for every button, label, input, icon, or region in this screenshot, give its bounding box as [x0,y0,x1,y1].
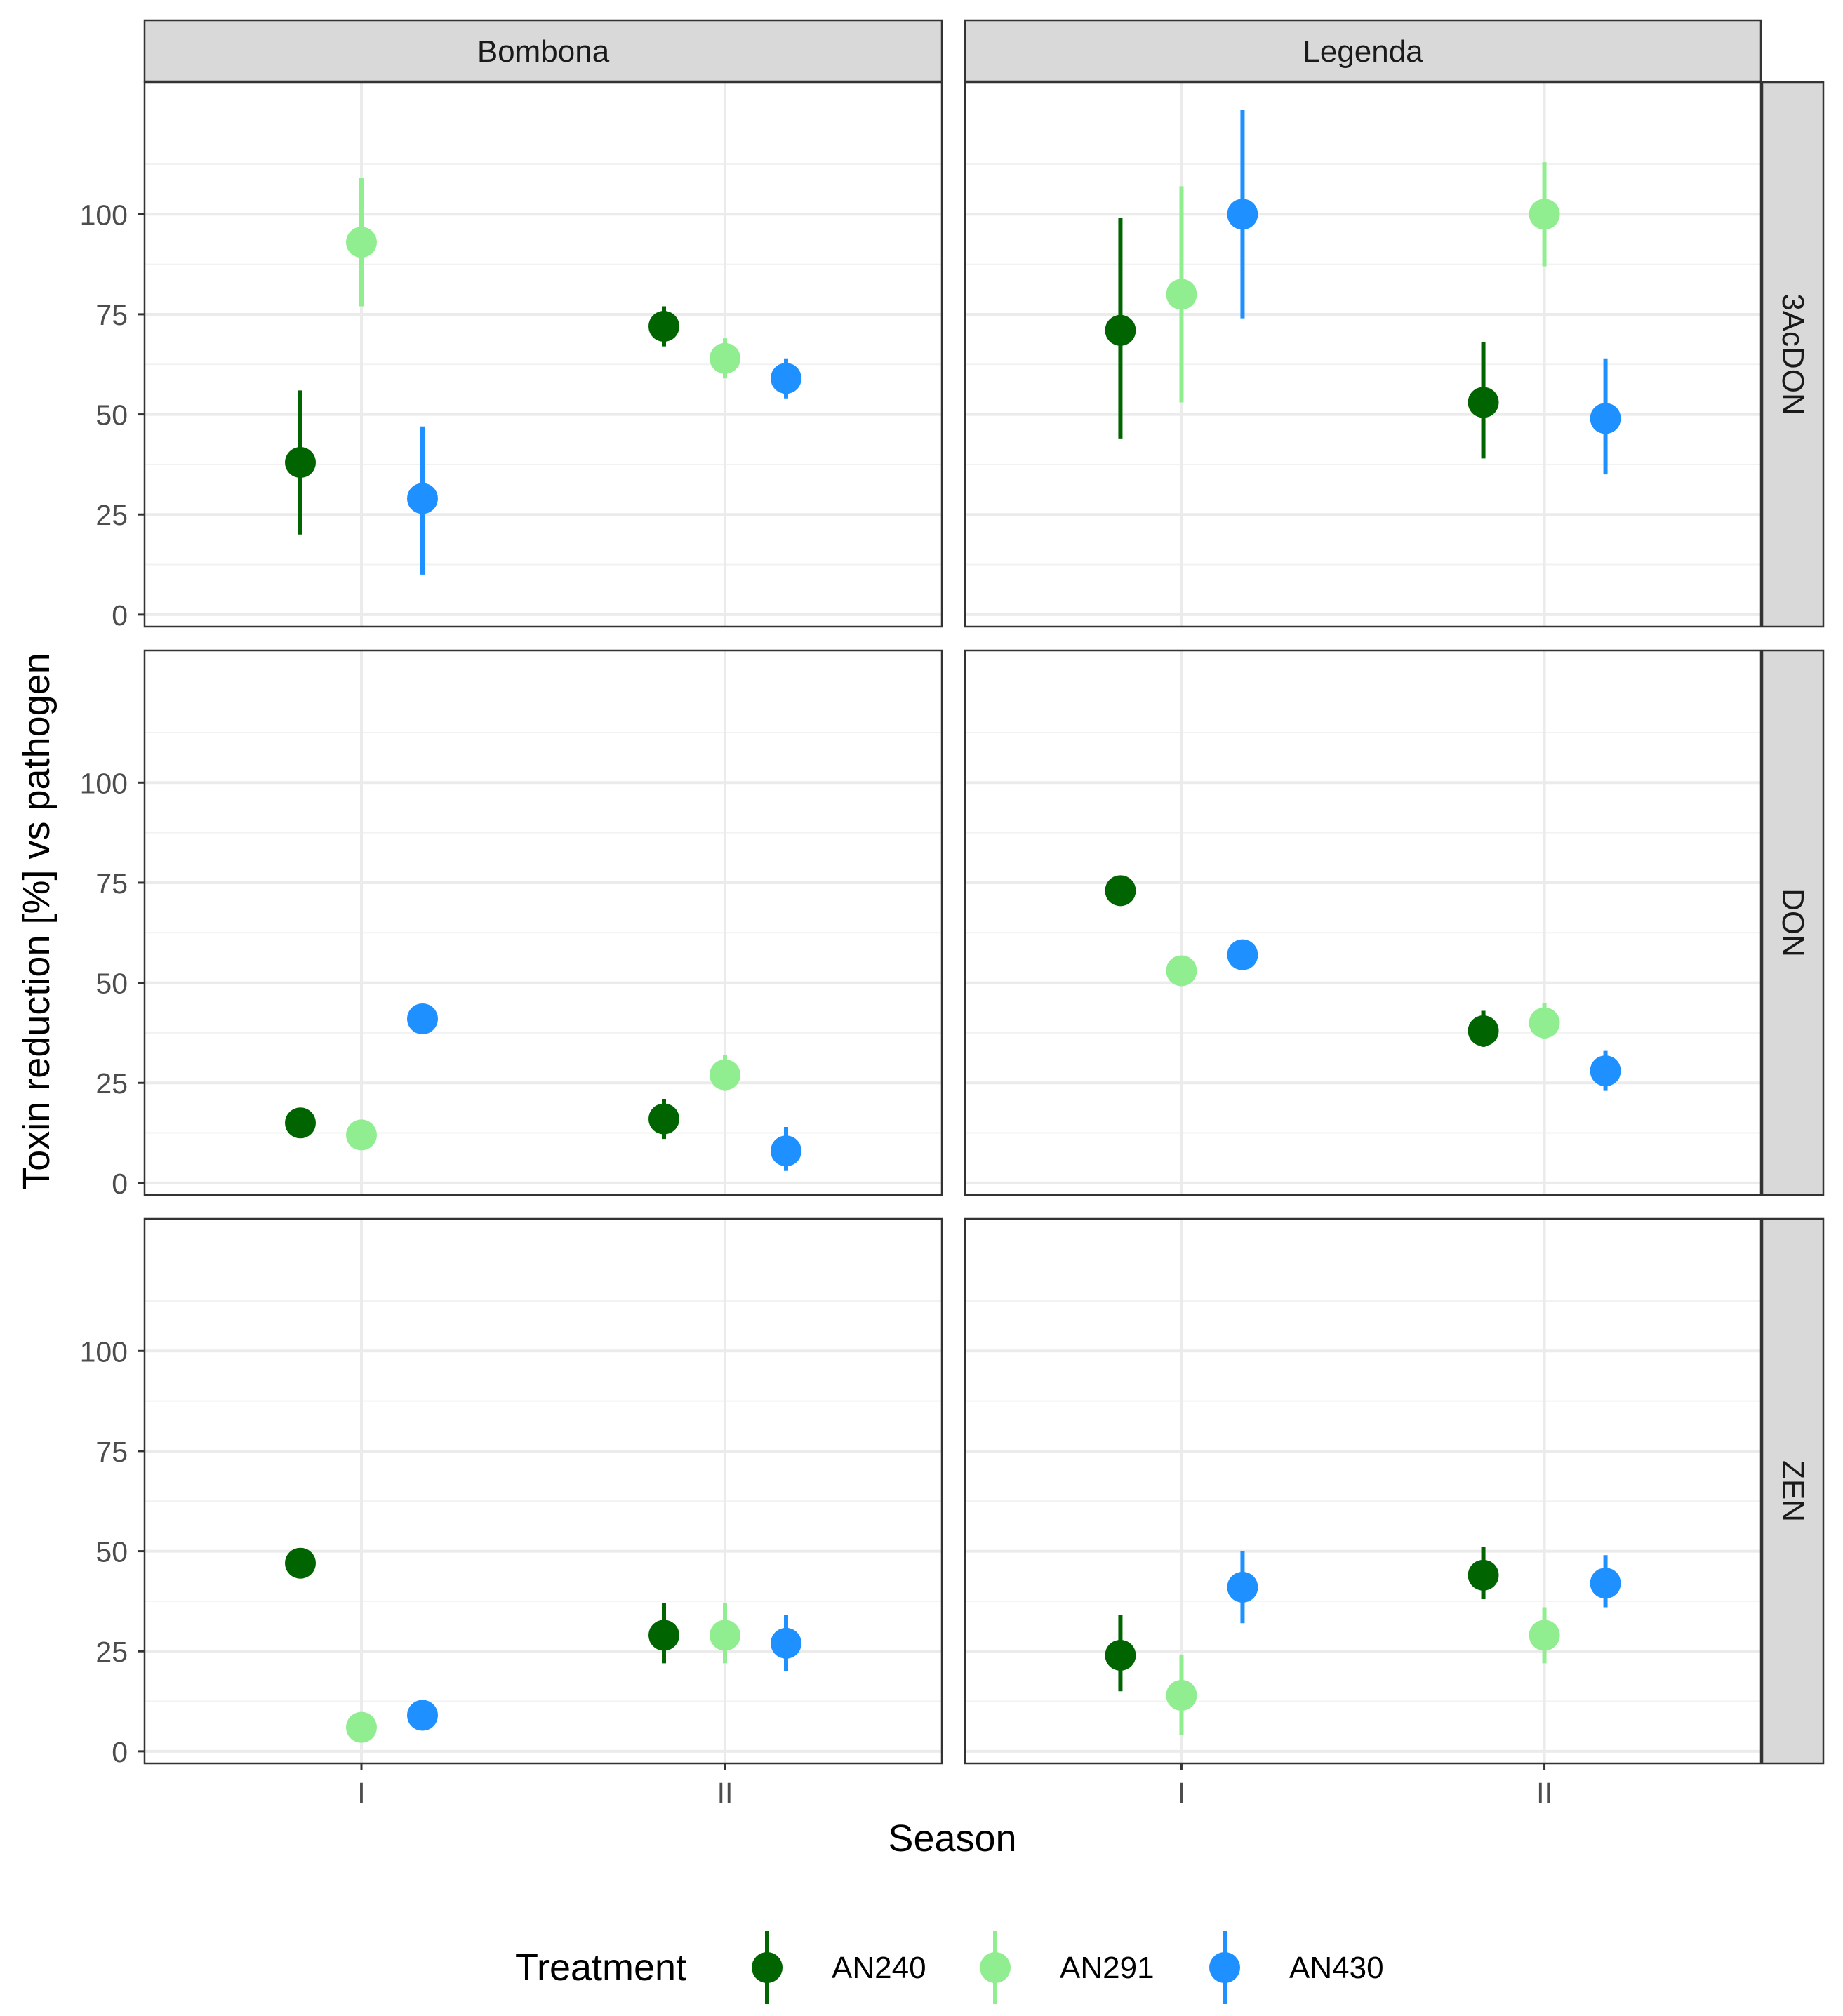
point-zen-legenda-season-i-an430 [1227,1571,1258,1603]
point-3acdon-legenda-season-i-an430 [1227,199,1258,230]
point-3acdon-legenda-season-i-an291 [1166,279,1197,310]
point-3acdon-bombona-season-ii-an240 [648,311,680,342]
legend-key-point-an240 [752,1952,783,1983]
facet-strip-3acdon [1761,81,1825,628]
panel-background [145,650,942,1195]
point-zen-legenda-season-i-an240 [1105,1639,1136,1671]
x-tick-label: II [1536,1777,1552,1809]
point-3acdon-legenda-season-i-an240 [1105,314,1136,346]
point-don-bombona-season-i-an291 [345,1119,377,1151]
point-don-legenda-season-ii-an430 [1590,1055,1621,1087]
panel-bombona-don [143,649,943,1196]
point-don-bombona-season-ii-an291 [710,1059,741,1090]
data-marks [284,109,1621,1743]
point-3acdon-bombona-season-ii-an291 [710,342,741,374]
facet-panels [143,81,1762,1765]
panel-border [143,649,943,1196]
y-tick-label: 100 [80,199,128,231]
point-zen-bombona-season-i-an430 [406,1700,438,1731]
legend-title: Treatment [515,1947,686,1989]
facet-label-legenda: Legenda [1303,34,1423,69]
facet-label-zen: ZEN [1776,1460,1810,1522]
y-tick-label: 25 [95,1636,128,1668]
y-tick-label: 25 [95,499,128,531]
legend-key-point-an291 [980,1952,1011,1983]
legend-key-point-an430 [1209,1952,1240,1983]
facet-strip-zen [1761,1217,1825,1765]
panel-background [145,82,942,627]
y-tick-label: 50 [95,968,128,1000]
y-tick-label: 25 [95,1067,128,1100]
point-3acdon-bombona-season-ii-an430 [771,363,802,394]
panel-border [964,1217,1762,1765]
y-tick-label: 50 [95,1536,128,1568]
y-tick-label: 75 [95,867,128,900]
y-tick-label: 100 [80,767,128,799]
point-zen-bombona-season-i-an240 [284,1547,316,1579]
panel-bombona-3acdon [143,81,943,628]
point-don-legenda-season-i-an430 [1227,939,1258,970]
panel-border [964,649,1762,1196]
point-zen-legenda-season-ii-an240 [1468,1559,1499,1591]
panel-border [143,1217,943,1765]
panel-background [965,82,1761,627]
point-don-legenda-season-ii-an240 [1468,1015,1499,1047]
point-zen-legenda-season-i-an291 [1166,1680,1197,1711]
point-zen-bombona-season-ii-an430 [771,1627,802,1659]
point-3acdon-bombona-season-i-an430 [406,483,438,514]
y-tick-label: 75 [95,1436,128,1468]
panel-legenda-zen [964,1217,1762,1765]
point-3acdon-legenda-season-ii-an430 [1590,403,1621,434]
facet-label-bombona: Bombona [477,34,610,69]
panel-background [965,650,1761,1195]
point-zen-bombona-season-i-an291 [345,1711,377,1743]
y-tick-label: 75 [95,299,128,331]
x-tick-label: I [357,1777,365,1809]
facet-strip-bombona [143,19,943,83]
point-zen-bombona-season-ii-an240 [648,1620,680,1651]
point-don-legenda-season-ii-an291 [1529,1007,1560,1039]
x-axis-title: Season [888,1817,1016,1860]
panel-background [965,1219,1761,1763]
facet-label-don: DON [1776,888,1810,957]
panel-bombona-zen [143,1217,943,1765]
legend-label-an291: AN291 [1060,1951,1155,1985]
point-zen-bombona-season-ii-an291 [710,1620,741,1651]
legend-label-an240: AN240 [832,1951,926,1985]
panel-legenda-3acdon [964,81,1762,628]
point-don-legenda-season-i-an291 [1166,955,1197,987]
legend-label-an430: AN430 [1289,1951,1384,1985]
point-don-bombona-season-ii-an240 [648,1103,680,1135]
facet-strip-don [1761,649,1825,1196]
x-tick-label: II [717,1777,733,1809]
point-don-bombona-season-ii-an430 [771,1135,802,1167]
x-tick-label: I [1178,1777,1185,1809]
panel-background [145,1219,942,1763]
point-3acdon-legenda-season-ii-an291 [1529,199,1560,230]
point-3acdon-bombona-season-i-an291 [345,227,377,258]
point-don-bombona-season-i-an430 [406,1003,438,1034]
y-tick-label: 0 [112,599,128,632]
point-zen-legenda-season-ii-an430 [1590,1568,1621,1599]
y-axis-title: Toxin reduction [%] vs pathogen [15,653,58,1189]
y-tick-label: 50 [95,399,128,432]
point-don-bombona-season-i-an240 [284,1107,316,1139]
point-3acdon-bombona-season-i-an240 [284,447,316,479]
point-don-legenda-season-i-an240 [1105,875,1136,907]
panel-legenda-don [964,649,1762,1196]
facet-label-3acdon: 3AcDON [1776,293,1810,415]
facet-strip-legenda [964,19,1762,83]
y-tick-label: 0 [112,1736,128,1768]
y-tick-label: 0 [112,1168,128,1200]
point-3acdon-legenda-season-ii-an240 [1468,387,1499,418]
point-zen-legenda-season-ii-an291 [1529,1620,1560,1651]
y-tick-label: 100 [80,1335,128,1368]
legend: Treatment AN240 AN291 AN430 [515,1931,1384,2004]
